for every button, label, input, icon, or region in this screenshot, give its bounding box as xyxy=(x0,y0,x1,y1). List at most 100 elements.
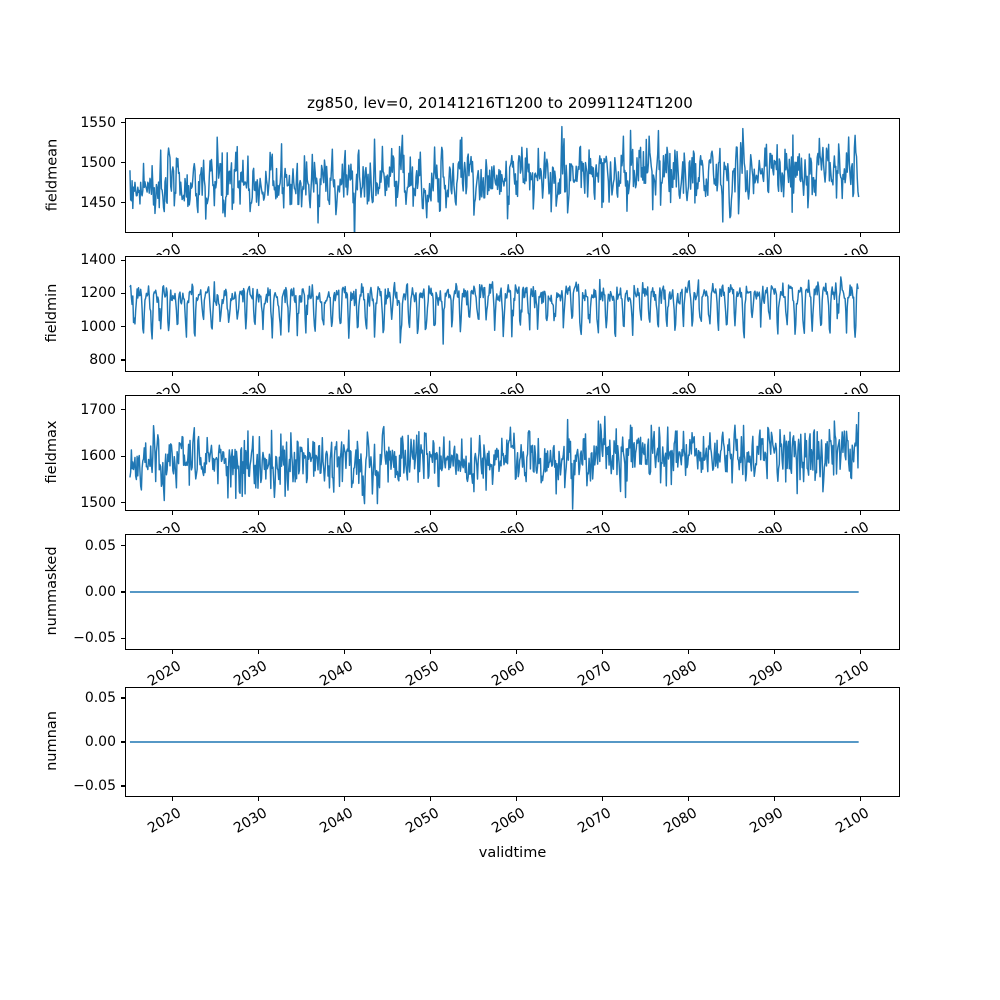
x-tick-mark xyxy=(429,511,431,516)
x-tick-mark xyxy=(343,797,345,802)
y-tick-mark xyxy=(120,697,125,699)
x-tick-mark xyxy=(171,650,173,655)
x-tick-mark xyxy=(257,650,259,655)
x-tick-label: 2040 xyxy=(317,805,357,837)
axes-frame-numnan xyxy=(125,687,900,797)
x-tick-mark xyxy=(171,233,173,238)
x-axis-label: validtime xyxy=(478,845,547,861)
y-tick-label: 1000 xyxy=(80,318,116,335)
x-tick-label: 2080 xyxy=(661,805,701,837)
panel-fieldmax: fieldmax15001600170020202030204020502060… xyxy=(44,395,900,551)
x-tick-mark xyxy=(257,797,259,802)
y-tick-mark xyxy=(120,202,125,204)
x-tick-mark xyxy=(687,233,689,238)
x-tick-mark xyxy=(773,650,775,655)
x-tick-mark xyxy=(601,372,603,377)
y-tick-label: 0.00 xyxy=(84,734,116,750)
panel-fieldmin: fieldmin80010001200140020202030204020502… xyxy=(44,252,900,412)
y-tick-label: 1550 xyxy=(80,114,116,131)
x-tick-mark xyxy=(773,233,775,238)
x-tick-mark xyxy=(687,650,689,655)
y-tick-label: 800 xyxy=(89,352,116,369)
y-tick-mark xyxy=(120,502,125,504)
x-tick-mark xyxy=(515,372,517,377)
x-tick-mark xyxy=(343,372,345,377)
x-tick-label: 2020 xyxy=(145,805,185,837)
y-tick-label: 1450 xyxy=(80,194,116,211)
y-axis-label-fieldmean: fieldmean xyxy=(44,138,60,211)
x-tick-mark xyxy=(171,372,173,377)
x-tick-label: 2060 xyxy=(489,805,529,837)
y-tick-label: 1500 xyxy=(80,154,116,171)
y-tick-mark xyxy=(120,785,125,787)
series-line-numnan xyxy=(126,688,899,796)
axes-frame-fieldmax xyxy=(125,395,900,511)
y-tick-label: 1500 xyxy=(80,494,116,511)
y-tick-label: 1400 xyxy=(80,252,116,269)
x-tick-mark xyxy=(859,511,861,516)
x-tick-mark xyxy=(257,372,259,377)
y-tick-mark xyxy=(120,122,125,124)
x-tick-mark xyxy=(171,797,173,802)
x-tick-mark xyxy=(171,511,173,516)
axes-frame-fieldmin xyxy=(125,256,900,372)
x-tick-mark xyxy=(515,233,517,238)
x-tick-mark xyxy=(515,650,517,655)
x-tick-mark xyxy=(601,233,603,238)
y-tick-label: 1700 xyxy=(80,401,116,418)
x-tick-mark xyxy=(601,797,603,802)
series-line-nummasked xyxy=(126,535,899,649)
y-tick-mark xyxy=(120,292,125,294)
x-tick-mark xyxy=(515,797,517,802)
x-tick-mark xyxy=(343,233,345,238)
series-line-fieldmin xyxy=(126,257,899,371)
y-tick-label: −0.05 xyxy=(73,630,116,647)
y-tick-mark xyxy=(120,162,125,164)
x-tick-mark xyxy=(343,511,345,516)
x-tick-label: 2050 xyxy=(403,805,443,837)
figure-title: zg850, lev=0, 20141216T1200 to 20991124T… xyxy=(307,94,693,112)
y-tick-label: 1200 xyxy=(80,285,116,302)
y-tick-mark xyxy=(120,591,125,593)
series-line-fieldmax xyxy=(126,396,899,510)
y-tick-mark xyxy=(120,545,125,547)
x-tick-label: 2030 xyxy=(231,805,271,837)
y-tick-label: −0.05 xyxy=(73,778,116,794)
x-tick-label: 2100 xyxy=(833,805,873,837)
y-tick-label: 1600 xyxy=(80,448,116,465)
x-tick-label: 2070 xyxy=(575,805,615,837)
y-tick-label: 0.05 xyxy=(84,537,116,554)
y-tick-mark xyxy=(120,259,125,261)
panel-numnan: numnan 0.05 0.00 −0.05 2020 2030 2040 2050 2060 2… xyxy=(44,687,900,837)
x-tick-mark xyxy=(687,372,689,377)
x-tick-mark xyxy=(773,511,775,516)
y-tick-mark xyxy=(120,359,125,361)
x-tick-mark xyxy=(429,372,431,377)
axes-frame-nummasked xyxy=(125,534,900,650)
y-tick-mark xyxy=(120,637,125,639)
x-tick-mark xyxy=(257,511,259,516)
y-tick-mark xyxy=(120,455,125,457)
y-tick-label: 0.00 xyxy=(84,584,116,600)
y-tick-mark xyxy=(120,326,125,328)
x-tick-mark xyxy=(859,650,861,655)
x-tick-mark xyxy=(257,233,259,238)
y-tick-mark xyxy=(120,741,125,743)
y-tick-mark xyxy=(120,409,125,411)
x-tick-mark xyxy=(601,650,603,655)
x-tick-mark xyxy=(429,650,431,655)
series-line-fieldmean xyxy=(126,119,899,232)
x-tick-mark xyxy=(515,511,517,516)
x-tick-mark xyxy=(343,650,345,655)
panel-nummasked: nummasked 0.05 0.00 −0.05 2020 2030 2040 2050 20… xyxy=(44,534,900,690)
panel-fieldmean: fieldmean1450150015502020203020402050206… xyxy=(44,115,900,273)
x-tick-mark xyxy=(429,233,431,238)
x-tick-mark xyxy=(601,511,603,516)
axes-frame-fieldmean xyxy=(125,118,900,233)
x-tick-mark xyxy=(859,233,861,238)
y-tick-label: 0.05 xyxy=(84,690,116,706)
x-tick-mark xyxy=(429,797,431,802)
x-tick-mark xyxy=(687,511,689,516)
x-tick-mark xyxy=(773,797,775,802)
